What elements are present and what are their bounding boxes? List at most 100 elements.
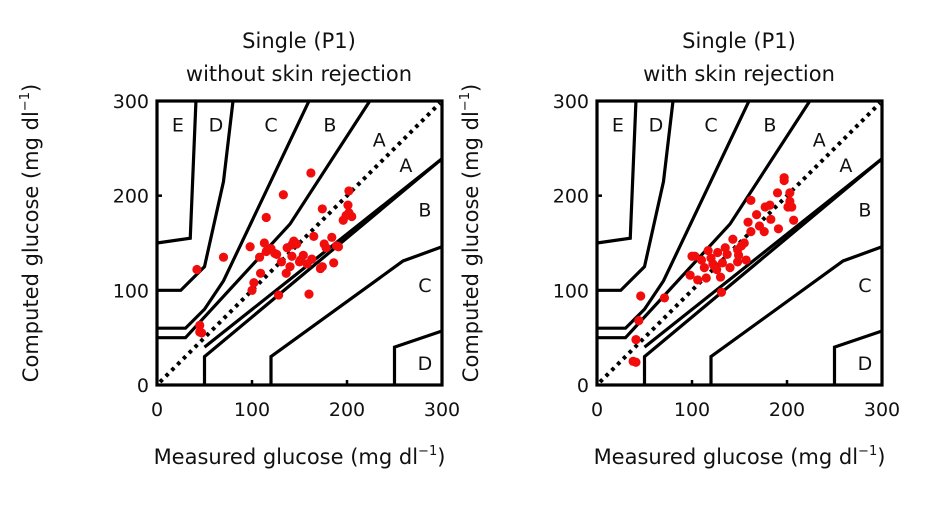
x-axis-label: Measured glucose (mg dl−1)	[154, 444, 446, 469]
data-point	[720, 243, 730, 253]
x-tick-label: 0	[591, 399, 603, 421]
data-point	[274, 290, 284, 300]
data-point	[741, 255, 751, 265]
plot-frame	[595, 99, 884, 387]
data-point	[321, 243, 331, 253]
zone-boundary-d-upper	[157, 100, 235, 292]
data-point	[743, 217, 753, 227]
data-point	[773, 224, 784, 234]
data-point	[261, 212, 271, 223]
zone-boundary-d-upper	[597, 100, 675, 292]
x-tick-label: 0	[151, 399, 163, 421]
zone-label-d: D	[649, 114, 664, 136]
data-point	[725, 263, 735, 273]
x-tick-label: 200	[329, 399, 365, 421]
data-point	[195, 320, 205, 330]
data-point	[752, 210, 762, 220]
data-point	[304, 289, 314, 299]
data-point	[197, 328, 207, 338]
data-point	[685, 270, 695, 280]
data-point	[631, 334, 641, 345]
zone-label-a: A	[813, 129, 826, 151]
y-tick-label: 0	[577, 375, 589, 397]
data-point	[292, 239, 302, 249]
x-tick-label: 100	[234, 399, 270, 421]
data-point	[249, 278, 259, 288]
zone-boundary-b-upper	[597, 100, 812, 340]
chart-panel-left: Single (P1) without skin rejection 0 100 2…	[18, 29, 460, 469]
data-point	[712, 264, 722, 275]
data-point	[759, 227, 769, 237]
data-point	[733, 257, 743, 267]
x-tick-label: 100	[674, 399, 710, 421]
data-point	[746, 227, 756, 237]
chart-title-line1: Single (P1)	[682, 29, 796, 53]
chart-panel-right: Single (P1) with skin rejection 0 100 200 3…	[458, 29, 900, 469]
data-point	[717, 258, 728, 268]
zone-label-c: C	[858, 275, 871, 297]
data-point	[696, 255, 707, 265]
chart-title-line1: Single (P1)	[242, 29, 356, 53]
data-point	[789, 215, 799, 225]
zone-label-d: D	[209, 114, 224, 136]
data-point	[634, 316, 644, 326]
data-point	[329, 258, 339, 268]
y-tick-label: 100	[553, 280, 589, 302]
data-point	[766, 214, 776, 224]
data-point	[245, 242, 255, 252]
data-point	[746, 195, 756, 205]
data-point	[276, 257, 287, 267]
data-point	[739, 238, 749, 248]
zone-label-d: D	[858, 353, 873, 375]
zone-label-b: B	[418, 199, 431, 221]
data-point	[701, 273, 711, 283]
x-tick-label: 300	[864, 399, 900, 421]
zone-label-c: C	[418, 275, 431, 297]
zone-label-b: B	[858, 199, 871, 221]
zone-label-b: B	[323, 114, 336, 136]
chart-title-line2: without skin rejection	[186, 62, 412, 86]
data-point	[218, 252, 229, 262]
data-point	[715, 272, 726, 282]
zone-boundary-d-lower	[832, 329, 883, 385]
zone-boundary-e-upper	[596, 100, 638, 245]
data-point	[327, 232, 337, 242]
data-point	[317, 204, 327, 214]
data-point	[765, 200, 775, 210]
data-point	[278, 190, 288, 200]
data-point	[344, 186, 354, 196]
data-point	[659, 293, 670, 303]
data-point	[728, 234, 738, 244]
data-point	[347, 211, 357, 222]
data-point	[779, 175, 789, 186]
data-point	[343, 200, 353, 210]
zone-boundary-e-upper	[156, 100, 198, 245]
y-tick-label: 200	[553, 186, 589, 208]
data-point	[255, 252, 265, 262]
data-point	[787, 202, 797, 212]
data-point	[307, 254, 317, 264]
data-point	[631, 357, 641, 367]
zone-boundary-c-upper	[597, 100, 751, 330]
zone-label-e: E	[612, 114, 624, 136]
y-tick-label: 0	[137, 375, 149, 397]
x-tick-label: 300	[424, 399, 460, 421]
zone-boundary-b-lower	[642, 157, 884, 385]
data-point	[192, 264, 202, 275]
data-point	[333, 242, 344, 252]
data-point	[785, 188, 795, 198]
data-point	[716, 287, 727, 297]
data-point	[713, 247, 723, 258]
zone-label-d: D	[418, 353, 433, 375]
data-point	[687, 251, 697, 261]
data-point	[309, 231, 319, 241]
zone-boundary-b-upper	[157, 100, 372, 340]
y-axis-label: Computed glucose (mg dl−1)	[458, 84, 483, 382]
data-point	[636, 291, 646, 301]
data-point	[298, 250, 308, 260]
data-point	[703, 245, 713, 256]
data-point	[772, 188, 783, 198]
x-tick-label: 200	[769, 399, 805, 421]
zone-label-a: A	[399, 155, 412, 177]
